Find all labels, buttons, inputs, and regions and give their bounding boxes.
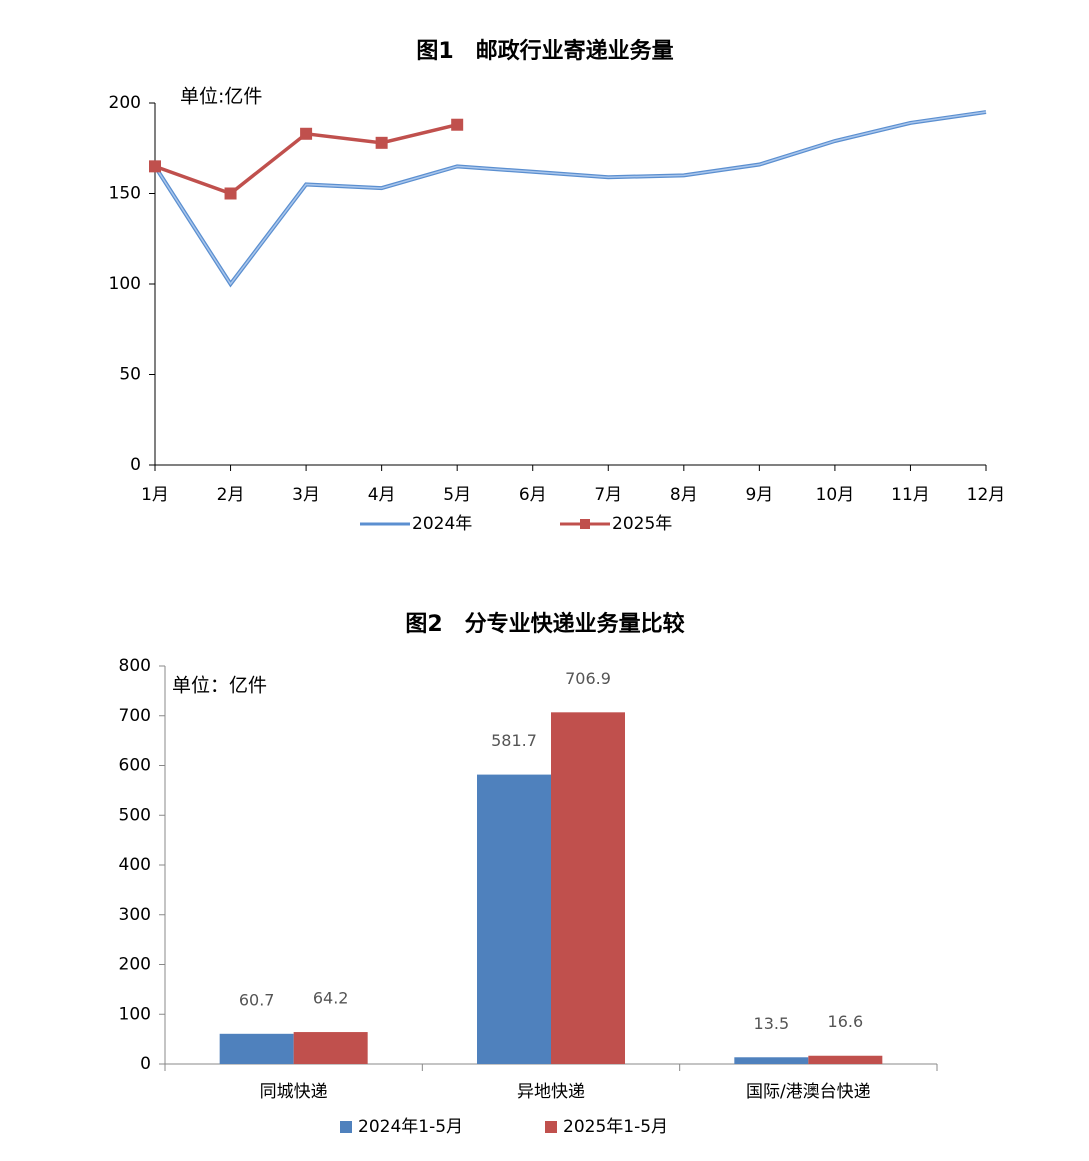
marker xyxy=(451,118,464,131)
y-tick-label: 0 xyxy=(140,1054,151,1074)
marker xyxy=(300,127,313,140)
legend-label: 2025年1-5月 xyxy=(563,1117,668,1137)
y-tick-label: 100 xyxy=(119,1004,151,1024)
value-label: 64.2 xyxy=(313,989,349,1008)
value-label: 13.5 xyxy=(754,1014,790,1033)
y-tick-label: 500 xyxy=(119,805,151,825)
x-tick-label: 同城快递 xyxy=(260,1082,328,1102)
value-label: 581.7 xyxy=(491,731,537,750)
x-tick-label: 3月 xyxy=(292,485,320,505)
y-tick-label: 800 xyxy=(119,656,151,676)
x-tick-label: 国际/港澳台快递 xyxy=(746,1082,871,1102)
x-tick-label: 6月 xyxy=(519,485,547,505)
x-tick-label: 5月 xyxy=(443,485,471,505)
x-tick-label: 11月 xyxy=(891,485,930,505)
bar xyxy=(293,1032,368,1064)
y-tick-label: 200 xyxy=(119,955,151,975)
x-tick-label: 7月 xyxy=(594,485,622,505)
line-series xyxy=(153,110,987,288)
value-label: 60.7 xyxy=(239,990,275,1009)
x-tick-label: 10月 xyxy=(816,485,855,505)
chart-title: 图1 邮政行业寄递业务量 xyxy=(416,38,673,64)
bar xyxy=(551,712,625,1064)
y-tick-label: 300 xyxy=(119,905,151,925)
value-label: 706.9 xyxy=(565,669,611,688)
y-tick-label: 600 xyxy=(119,756,151,776)
bar xyxy=(734,1057,809,1064)
x-tick-label: 8月 xyxy=(670,485,698,505)
line-highlight xyxy=(154,111,987,286)
bar xyxy=(477,774,551,1064)
y-tick-label: 700 xyxy=(119,706,151,726)
legend-label: 2024年1-5月 xyxy=(358,1117,463,1137)
legend-swatch xyxy=(340,1121,352,1133)
y-tick-label: 50 xyxy=(119,365,141,385)
bar xyxy=(219,1033,294,1064)
value-label: 16.6 xyxy=(828,1012,864,1031)
chart-title: 图2 分专业快递业务量比较 xyxy=(405,611,684,637)
y-tick-label: 100 xyxy=(109,274,141,294)
x-tick-label: 12月 xyxy=(967,485,1006,505)
x-tick-label: 1月 xyxy=(141,485,169,505)
marker xyxy=(375,136,388,149)
y-tick-label: 150 xyxy=(109,184,141,204)
x-tick-label: 2月 xyxy=(217,485,245,505)
annotation: 单位：亿件 xyxy=(172,675,267,697)
y-tick-label: 200 xyxy=(109,93,141,113)
bar xyxy=(808,1055,883,1064)
legend-label: 2025年 xyxy=(612,514,672,534)
y-tick-label: 0 xyxy=(130,455,141,475)
x-tick-label: 9月 xyxy=(745,485,773,505)
legend-marker xyxy=(580,519,590,529)
legend-swatch xyxy=(545,1121,557,1133)
y-tick-label: 400 xyxy=(119,855,151,875)
legend-label: 2024年 xyxy=(412,514,472,534)
x-tick-label: 异地快递 xyxy=(517,1082,585,1102)
x-tick-label: 4月 xyxy=(368,485,396,505)
annotation: 单位:亿件 xyxy=(180,86,262,108)
marker xyxy=(224,187,237,200)
marker xyxy=(149,160,161,173)
